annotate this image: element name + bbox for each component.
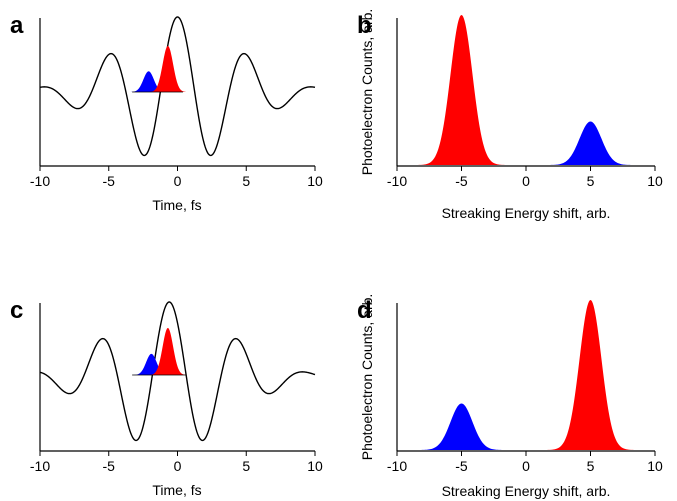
panel-d-y-axis-label: Photoelectron Counts, arb. — [359, 294, 375, 461]
panel-a-waveform — [39, 16, 316, 157]
panel-letter-c: c — [10, 297, 23, 324]
x-tick-label: 10 — [647, 458, 663, 474]
panel-c: c -10 -5 0 5 10 Time, fs — [10, 297, 323, 498]
x-tick-label: 0 — [522, 173, 530, 189]
panel-c-red-pulse — [150, 328, 186, 375]
panel-b: b -10 -5 0 5 10 Streaking Energy shift, arb.… — [357, 9, 663, 221]
panel-d-x-ticks: -10 -5 0 5 10 — [387, 451, 663, 474]
x-tick-label: -10 — [387, 458, 407, 474]
panel-b-peak-right — [544, 121, 637, 165]
x-tick-label: 5 — [587, 173, 595, 189]
x-tick-label: 0 — [174, 173, 182, 189]
panel-a-x-ticks: -10 -5 0 5 10 — [30, 166, 323, 189]
panel-d-peak-right — [544, 300, 637, 450]
panel-c-waveform — [39, 301, 316, 442]
x-tick-label: 5 — [242, 458, 250, 474]
panel-d: d -10 -5 0 5 10 Streaking Energy shift, arb.… — [357, 294, 663, 499]
panel-letter-d: d — [357, 297, 372, 324]
panel-a-red-pulse — [150, 46, 186, 92]
x-tick-label: 10 — [307, 458, 323, 474]
panel-letter-b: b — [357, 12, 372, 39]
panel-c-blue-pulse — [133, 353, 170, 375]
x-tick-label: -5 — [103, 458, 116, 474]
panel-b-peak-left — [415, 15, 508, 165]
panel-b-x-ticks: -10 -5 0 5 10 — [387, 166, 663, 189]
panel-c-x-ticks: -10 -5 0 5 10 — [30, 451, 323, 474]
panel-a: a -10 -5 0 5 10 Time, fs — [10, 12, 323, 213]
x-tick-label: -10 — [30, 173, 50, 189]
x-tick-label: -5 — [455, 458, 468, 474]
x-tick-label: 10 — [307, 173, 323, 189]
x-tick-label: -10 — [30, 458, 50, 474]
panel-a-blue-pulse — [130, 71, 167, 92]
x-tick-label: 10 — [647, 173, 663, 189]
panel-b-x-axis-label: Streaking Energy shift, arb. — [442, 205, 611, 221]
panel-letter-a: a — [10, 12, 24, 39]
panel-c-x-axis-label: Time, fs — [152, 482, 201, 498]
x-tick-label: 5 — [242, 173, 250, 189]
x-tick-label: -5 — [455, 173, 468, 189]
x-tick-label: 0 — [522, 458, 530, 474]
x-tick-label: -10 — [387, 173, 407, 189]
x-tick-label: 5 — [587, 458, 595, 474]
panel-a-x-axis-label: Time, fs — [152, 197, 201, 213]
panel-d-peak-left — [415, 403, 508, 450]
panel-b-y-axis-label: Photoelectron Counts, arb. — [359, 9, 375, 176]
x-tick-label: -5 — [103, 173, 116, 189]
x-tick-label: 0 — [174, 458, 182, 474]
panel-d-x-axis-label: Streaking Energy shift, arb. — [442, 483, 611, 499]
